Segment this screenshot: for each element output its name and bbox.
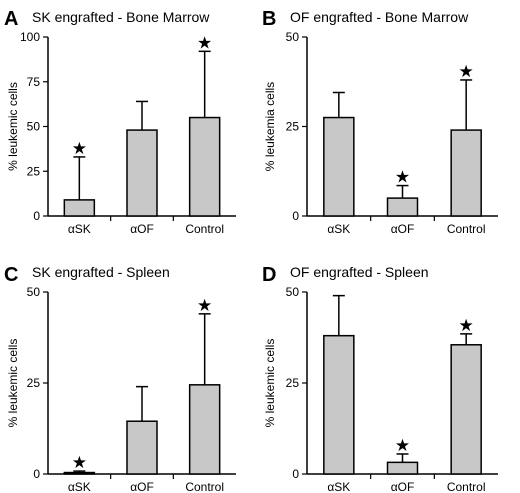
x-category-label: αOF — [130, 480, 154, 493]
x-category-label: αSK — [68, 480, 91, 493]
bar — [386, 197, 419, 217]
y-tick-label: 0 — [292, 467, 299, 481]
x-category-label: αSK — [327, 480, 350, 493]
chart-panel-d: D OF engrafted - Spleen % leukemic cells 0 2… — [262, 264, 498, 493]
y-tick-label: 25 — [27, 376, 41, 390]
bar — [386, 461, 419, 475]
x-category-label: Control — [447, 480, 486, 493]
significance-star: ★ — [459, 316, 474, 335]
y-axis-label: % leukemic cells — [6, 339, 20, 428]
panel-title: SK engrafted - Bone Marrow — [32, 9, 210, 25]
significance-star: ★ — [197, 296, 212, 315]
bar — [450, 344, 482, 475]
chart-panel-a: A SK engrafted - Bone Marrow % leukemic ce… — [4, 8, 236, 236]
y-tick-label: 0 — [292, 209, 299, 223]
y-tick-label: 25 — [286, 120, 300, 134]
x-category-label: αOF — [391, 480, 415, 493]
x-category-label: Control — [447, 222, 486, 236]
y-tick-label: 100 — [20, 30, 40, 44]
significance-star: ★ — [395, 436, 410, 455]
significance-star: ★ — [459, 62, 474, 81]
x-category-label: αOF — [391, 222, 415, 236]
bar — [188, 116, 221, 217]
y-axis-label: % leukemia cells — [263, 82, 277, 171]
x-category-label: αSK — [327, 222, 350, 236]
significance-star: ★ — [395, 168, 410, 187]
y-axis-label: % leukemic cells — [263, 339, 277, 428]
x-category-label: Control — [185, 222, 224, 236]
panel-letter: C — [4, 264, 18, 286]
panel-letter: B — [262, 8, 276, 30]
bar — [63, 199, 96, 217]
significance-star: ★ — [72, 139, 87, 158]
y-tick-label: 50 — [27, 285, 41, 299]
bar — [126, 129, 158, 217]
chart-panel-b: B OF engrafted - Bone Marrow % leukemia ce… — [262, 8, 498, 236]
y-tick-label: 25 — [27, 164, 41, 178]
bar — [63, 471, 96, 475]
panel-title: OF engrafted - Bone Marrow — [290, 9, 469, 25]
y-tick-label: 75 — [27, 75, 41, 89]
y-tick-label: 50 — [27, 120, 41, 134]
bar — [323, 334, 355, 475]
y-tick-label: 0 — [33, 467, 40, 481]
significance-star: ★ — [72, 453, 87, 472]
bar — [126, 420, 158, 475]
panel-title: OF engrafted - Spleen — [290, 264, 429, 280]
panel-letter: D — [262, 264, 276, 286]
x-category-label: αOF — [130, 222, 154, 236]
chart-panel-c: C SK engrafted - Spleen % leukemic cells 0 2… — [4, 264, 236, 493]
y-tick-label: 50 — [286, 285, 300, 299]
bar — [450, 129, 482, 217]
significance-star: ★ — [197, 33, 212, 52]
y-tick-label: 0 — [33, 209, 40, 223]
y-tick-label: 25 — [286, 376, 300, 390]
x-category-label: Control — [185, 480, 224, 493]
x-category-label: αSK — [68, 222, 91, 236]
panel-letter: A — [4, 8, 18, 30]
y-tick-label: 50 — [286, 30, 300, 44]
bar — [188, 384, 221, 475]
panel-title: SK engrafted - Spleen — [32, 264, 170, 280]
y-axis-label: % leukemic cells — [6, 82, 20, 171]
bar — [323, 116, 355, 217]
